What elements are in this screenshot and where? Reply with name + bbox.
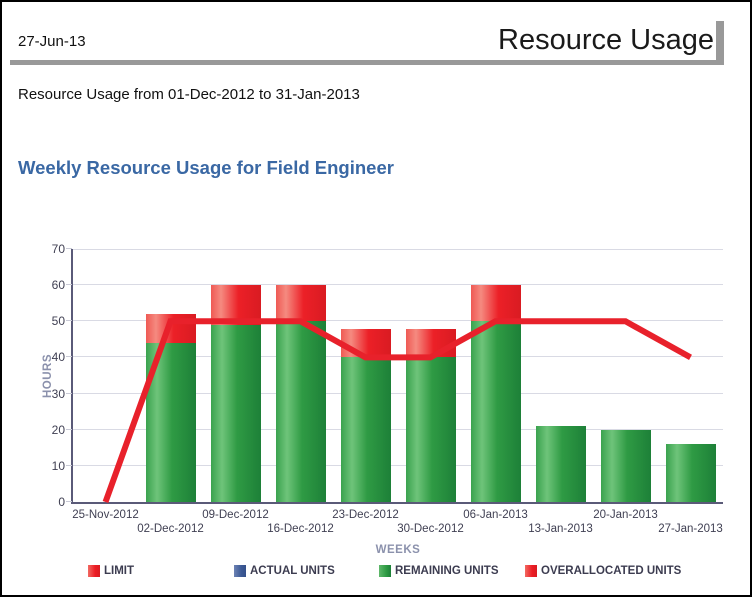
bar-overallocated-units (275, 285, 326, 322)
x-tick-label: 13-Jan-2013 (528, 523, 593, 535)
x-axis-title: WEEKS (375, 544, 421, 556)
chart-legend: LIMIT ACTUAL UNITS REMAINING UNITS OVERALLO… (71, 564, 721, 580)
x-tick-label: 16-Dec-2012 (267, 523, 334, 535)
legend-swatch-icon (88, 565, 100, 577)
x-tick-label: 25-Nov-2012 (72, 509, 139, 521)
bar-remaining-units (340, 357, 391, 502)
y-tick (66, 464, 72, 466)
bar-remaining-units (470, 321, 521, 502)
x-tick-label: 23-Dec-2012 (332, 509, 399, 521)
y-tick-label: 10 (51, 458, 65, 473)
legend-label: ACTUAL UNITS (250, 565, 335, 577)
bar-remaining-units (665, 444, 716, 502)
legend-item-actual-units: ACTUAL UNITS (234, 564, 335, 578)
x-tick-label: 06-Jan-2013 (463, 509, 528, 521)
legend-item-overallocated-units: OVERALLOCATED UNITS (525, 564, 681, 578)
y-tick-label: 50 (51, 314, 65, 329)
header-accent-bar (716, 21, 724, 65)
y-tick (66, 320, 72, 322)
y-tick (66, 392, 72, 394)
chart-title: Weekly Resource Usage for Field Engineer (18, 157, 394, 178)
gridline (73, 320, 723, 322)
y-tick (66, 284, 72, 286)
bar-overallocated-units (470, 285, 521, 322)
legend-label: OVERALLOCATED UNITS (541, 565, 682, 577)
legend-swatch-icon (525, 565, 537, 577)
legend-label: LIMIT (104, 565, 135, 577)
bar-remaining-units (210, 324, 261, 502)
gridline (73, 464, 723, 466)
x-tick-label: 09-Dec-2012 (202, 509, 269, 521)
bar-remaining-units (600, 429, 651, 502)
y-tick-label: 0 (58, 495, 65, 509)
report-subtitle: Resource Usage from 01-Dec-2012 to 31-Ja… (18, 86, 360, 103)
legend-swatch-icon (379, 565, 391, 577)
bar-overallocated-units (210, 285, 261, 325)
y-tick (66, 501, 72, 502)
y-tick (66, 428, 72, 430)
bar-remaining-units (275, 321, 326, 502)
y-tick-label: 30 (51, 386, 65, 401)
y-tick (66, 356, 72, 358)
bar-overallocated-units (405, 328, 456, 358)
x-tick-label: 30-Dec-2012 (397, 523, 464, 535)
x-tick-label: 20-Jan-2013 (593, 509, 658, 521)
y-tick-label: 70 (51, 242, 65, 256)
bar-remaining-units (405, 357, 456, 502)
report-date: 27-Jun-13 (18, 33, 86, 50)
y-tick-label: 40 (51, 350, 65, 365)
header-rule (10, 60, 724, 65)
y-tick-label: 60 (51, 278, 65, 293)
legend-item-remaining-units: REMAINING UNITS (379, 564, 499, 578)
bar-overallocated-units (340, 328, 391, 358)
bar-remaining-units (535, 426, 586, 502)
y-tick-label: 20 (51, 422, 65, 437)
limit-line (102, 318, 692, 504)
plot-area: HOURS WEEKS 0 10 20 30 40 50 60 70 25-Nov-2012 02… (42, 242, 723, 556)
x-tick-label: 02-Dec-2012 (137, 523, 204, 535)
gridline (73, 249, 723, 250)
gridline (73, 284, 723, 286)
gridline (73, 428, 723, 430)
gridline (73, 392, 723, 394)
legend-swatch-icon (234, 565, 246, 577)
x-tick-label: 27-Jan-2013 (658, 523, 723, 535)
report-title: Resource Usage (498, 24, 714, 56)
y-tick (66, 248, 72, 249)
legend-item-limit: LIMIT (88, 564, 134, 578)
legend-label: REMAINING UNITS (395, 565, 499, 577)
